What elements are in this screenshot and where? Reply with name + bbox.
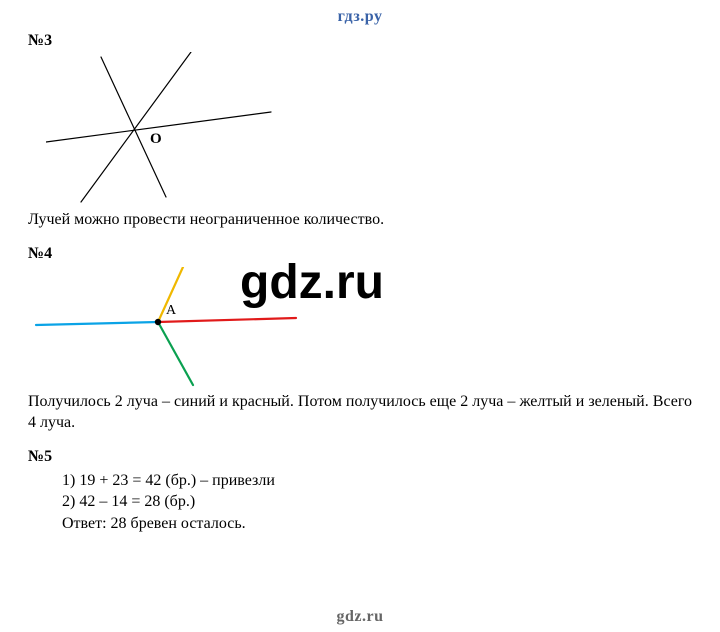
task3-text: Лучей можно провести неограниченное коли…: [28, 209, 692, 231]
task5-line-1: 1) 19 + 23 = 42 (бр.) – привезли: [62, 470, 692, 492]
task5-equations: 1) 19 + 23 = 42 (бр.) – привезли 2) 42 –…: [62, 470, 692, 513]
svg-text:A: A: [166, 303, 177, 318]
svg-text:O: O: [150, 131, 162, 147]
site-logo-top: гдз.ру: [28, 8, 692, 26]
task3-diagram: O: [46, 52, 276, 207]
task5-line-2: 2) 42 – 14 = 28 (бр.): [62, 491, 692, 513]
task4-diagram: A: [28, 267, 318, 389]
task3-heading: №3: [28, 32, 692, 50]
task5-heading: №5: [28, 448, 692, 466]
site-logo-bottom: gdz.ru: [0, 608, 720, 626]
task4-text: Получилось 2 луча – синий и красный. Пот…: [28, 391, 692, 434]
task5-answer: Ответ: 28 бревен осталось.: [62, 513, 692, 535]
task4-heading: №4: [28, 245, 692, 263]
